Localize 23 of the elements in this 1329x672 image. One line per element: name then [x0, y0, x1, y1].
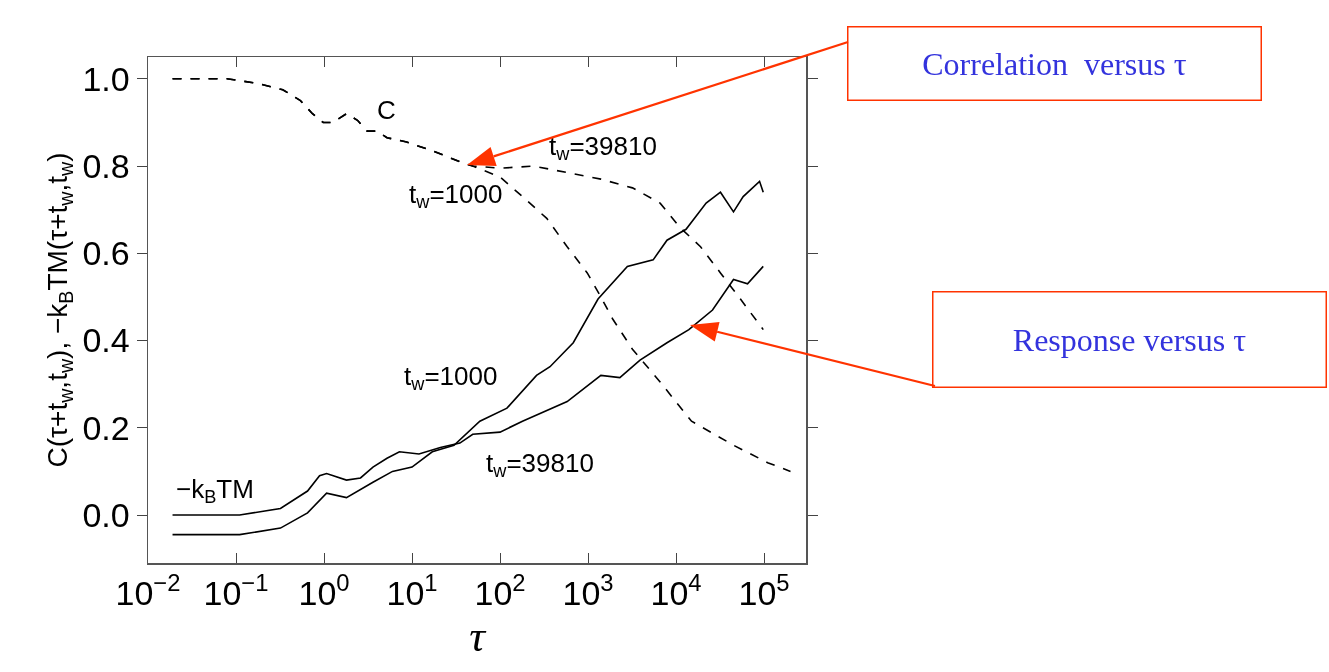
x-tick-label: 10$^{−1}$ [203, 569, 269, 613]
x-tick-label: 10$^{−2}$ [115, 569, 181, 613]
y-tick-label: 0.6 [82, 234, 130, 273]
text: Response versus τ [1012, 321, 1247, 358]
y-tick-label: 1.0 [82, 59, 130, 98]
annotation: t$_{w}$=1000 [404, 361, 498, 395]
annotation: −k$_{B}$TM [176, 474, 254, 508]
x-tick-label: 10$^{5}$ [738, 569, 790, 613]
annotation: t$_{w}$=39810 [486, 448, 594, 482]
x-tick-label: 10$^{0}$ [298, 569, 350, 613]
annotation: t$_{w}$=1000 [409, 179, 503, 213]
x-tick-label: 10$^{1}$ [386, 569, 438, 613]
x-axis-title: τ [469, 612, 488, 662]
text: Correlation versus τ [922, 45, 1187, 82]
x-tick-label: 10$^{4}$ [650, 569, 702, 613]
y-tick-label: 0.4 [82, 321, 130, 360]
y-tick-label: 0.2 [82, 408, 130, 447]
x-tick-label: 10$^{3}$ [562, 569, 614, 613]
x-tick-label: 10$^{2}$ [474, 569, 526, 613]
y-tick-label: 0.0 [82, 495, 130, 534]
annotation: t$_{w}$=39810 [549, 131, 657, 165]
y-tick-label: 0.8 [82, 146, 130, 185]
annotation: C [377, 95, 396, 125]
